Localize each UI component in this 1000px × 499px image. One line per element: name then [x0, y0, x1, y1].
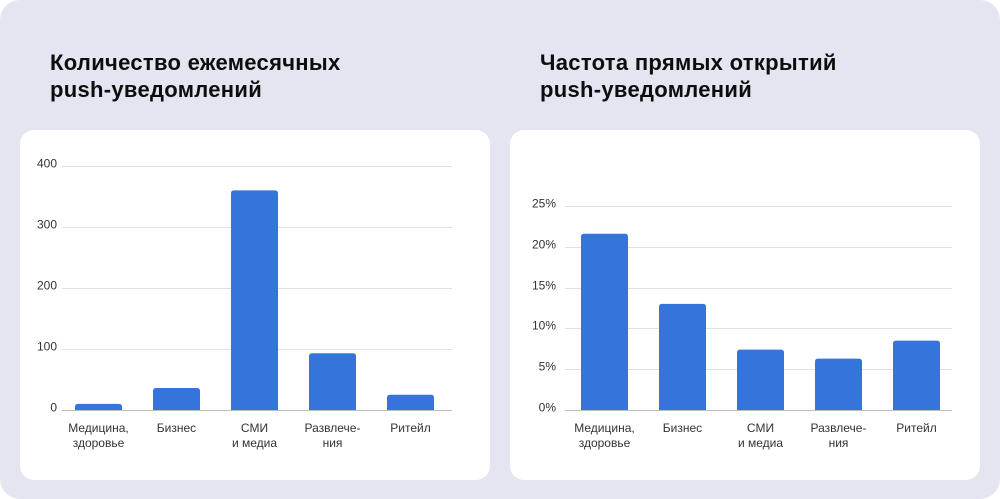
chart-card: 0 100 200 300 400 Медицина, здоровье Бизнес СМ… — [20, 130, 490, 480]
chart-bar — [231, 190, 278, 410]
y-tick-label: 200 — [37, 279, 57, 293]
panel-monthly-push-count: Количество ежемесячных push-уведомлений … — [0, 0, 490, 499]
chart-bar — [153, 388, 200, 410]
x-category-label: Медицина, здоровье — [574, 421, 635, 450]
x-category-label: Ритейл — [390, 421, 431, 435]
x-category-label: СМИ и медиа — [737, 421, 784, 450]
chart-bar — [659, 303, 706, 410]
x-category-label: СМИ и медиа — [231, 421, 278, 450]
y-tick-label: 400 — [37, 157, 57, 171]
y-tick-label: 25% — [532, 197, 556, 211]
chart-bar — [737, 349, 784, 410]
bar-chart-svg: 0 100 200 300 400 — [37, 157, 452, 415]
chart-bar — [815, 358, 862, 410]
x-category-label: Развлече- ния — [810, 421, 867, 450]
chart-bar — [309, 353, 356, 410]
x-category-label: Бизнес — [156, 421, 197, 435]
y-tick-label: 100 — [37, 340, 57, 354]
chart-bar — [75, 403, 122, 410]
y-tick-label: 0 — [50, 401, 57, 415]
y-tick-label: 0% — [539, 401, 557, 415]
y-tick-label: 5% — [539, 360, 557, 374]
chart-bar — [387, 394, 434, 410]
y-tick-label: 15% — [532, 279, 556, 293]
chart-bar — [893, 340, 940, 410]
panel-direct-open-rate: Частота прямых открытий push-уведомлений… — [490, 0, 980, 499]
chart-title: Количество ежемесячных push-уведомлений — [50, 50, 341, 102]
y-tick-label: 20% — [532, 238, 556, 252]
chart-bar — [581, 233, 628, 410]
chart-title: Частота прямых открытий push-уведомлений — [540, 50, 837, 102]
chart-card: 0% 5% 10% 15% 20% 25% Медицина, здоровье Бизне… — [510, 130, 980, 480]
y-tick-label: 300 — [37, 218, 57, 232]
x-category-label: Развлече- ния — [304, 421, 361, 450]
x-category-label: Бизнес — [662, 421, 703, 435]
bar-chart-svg: 0% 5% 10% 15% 20% 25% — [532, 197, 952, 415]
y-tick-label: 10% — [532, 319, 556, 333]
x-category-label: Медицина, здоровье — [68, 421, 129, 450]
x-category-label: Ритейл — [896, 421, 937, 435]
